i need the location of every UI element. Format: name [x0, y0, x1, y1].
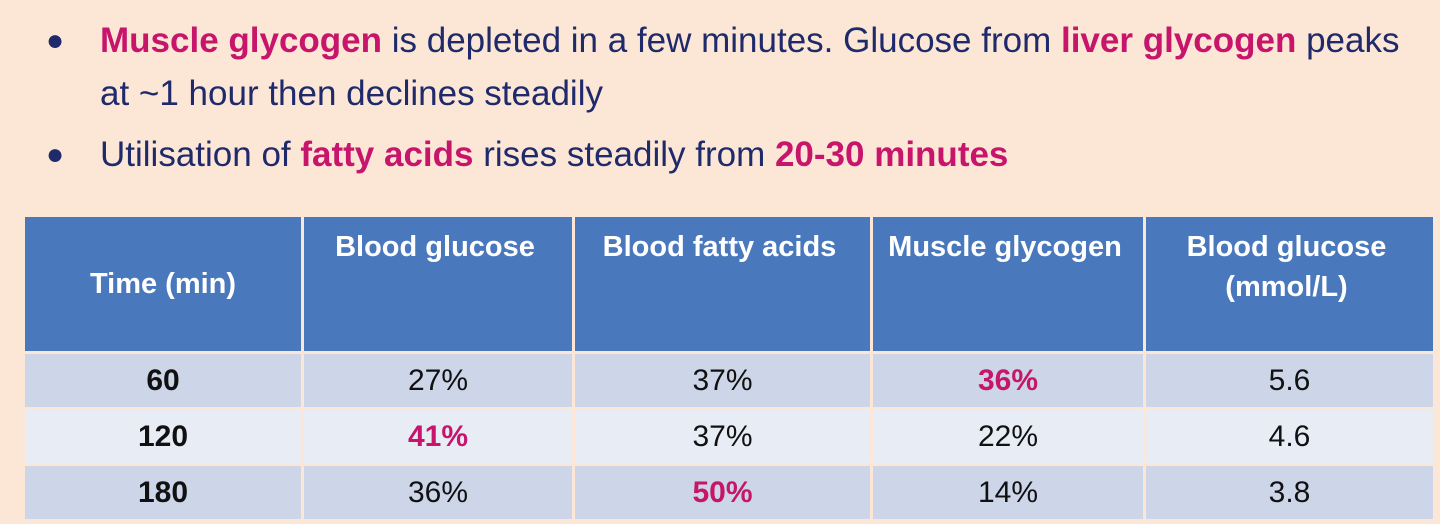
- bullet-list: ● Muscle glycogen is depleted in a few m…: [40, 14, 1420, 181]
- table-row: 180 36% 50% 14% 3.8: [25, 466, 1433, 519]
- cell-time: 120: [25, 410, 301, 463]
- cell-blood-fatty-acids: 37%: [575, 354, 870, 407]
- header-blood-fatty-acids: Blood fatty acids: [575, 217, 870, 351]
- cell-blood-glucose-mmol: 5.6: [1146, 354, 1433, 407]
- highlight-muscle-glycogen: Muscle glycogen: [100, 21, 383, 60]
- cell-blood-fatty-acids: 37%: [575, 410, 870, 463]
- highlight-fatty-acids: fatty acids: [300, 135, 474, 174]
- header-blood-glucose-mmol: Blood glucose (mmol/L): [1146, 217, 1433, 351]
- cell-muscle-glycogen: 36%: [873, 354, 1143, 407]
- table-row: 120 41% 37% 22% 4.6: [25, 410, 1433, 463]
- table-header-row: Time (min) Blood glucose Blood fatty aci…: [25, 217, 1433, 351]
- cell-blood-glucose: 41%: [304, 410, 572, 463]
- header-blood-glucose: Blood glucose: [304, 217, 572, 351]
- bullet-dot-icon: ●: [46, 24, 65, 57]
- highlight-liver-glycogen: liver glycogen: [1060, 21, 1297, 60]
- cell-blood-fatty-acids: 50%: [575, 466, 870, 519]
- cell-blood-glucose: 36%: [304, 466, 572, 519]
- cell-time: 60: [25, 354, 301, 407]
- cell-blood-glucose: 27%: [304, 354, 572, 407]
- bullet-2-part-1: Utilisation of: [100, 135, 301, 174]
- cell-blood-glucose-mmol: 4.6: [1146, 410, 1433, 463]
- header-time: Time (min): [25, 217, 301, 351]
- header-muscle-glycogen: Muscle glycogen: [873, 217, 1143, 351]
- bullet-item-1: ● Muscle glycogen is depleted in a few m…: [40, 14, 1420, 120]
- data-table: Time (min) Blood glucose Blood fatty aci…: [22, 214, 1436, 522]
- highlight-20-30-minutes: 20-30 minutes: [774, 135, 1009, 174]
- bullet-2-part-3: rises steadily from: [473, 135, 775, 174]
- table-row: 60 27% 37% 36% 5.6: [25, 354, 1433, 407]
- cell-blood-glucose-mmol: 3.8: [1146, 466, 1433, 519]
- cell-time: 180: [25, 466, 301, 519]
- cell-muscle-glycogen: 14%: [873, 466, 1143, 519]
- bullet-dot-icon: ●: [46, 138, 65, 171]
- cell-muscle-glycogen: 22%: [873, 410, 1143, 463]
- bullet-2-text: Utilisation of fatty acids rises steadil…: [100, 135, 1008, 174]
- bullet-1-part-2: is depleted in a few minutes. Glucose fr…: [382, 21, 1061, 60]
- bullet-1-text: Muscle glycogen is depleted in a few min…: [100, 21, 1399, 113]
- bullet-item-2: ● Utilisation of fatty acids rises stead…: [40, 128, 1420, 181]
- bullet-1-part-4: peaks at ~1 hour then declines steadily: [100, 21, 1400, 113]
